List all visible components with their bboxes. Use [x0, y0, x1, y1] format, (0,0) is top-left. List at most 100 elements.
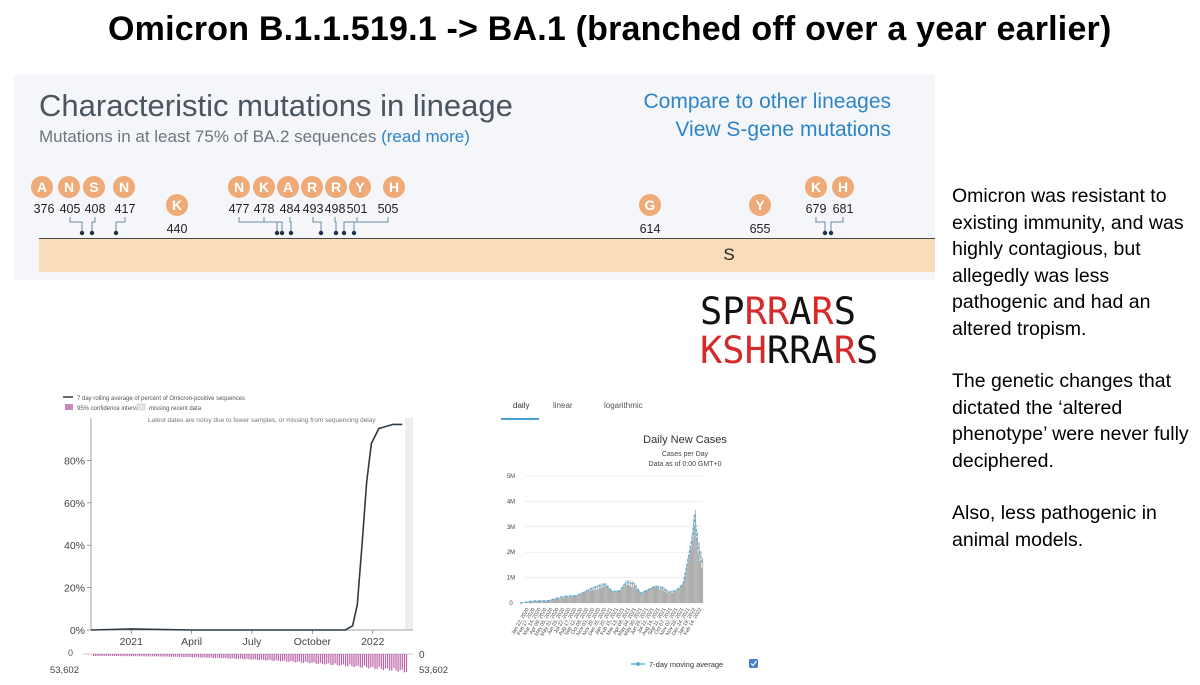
case-bar — [664, 591, 666, 603]
case-bar — [553, 599, 554, 603]
case-bar — [659, 588, 660, 603]
count-bar — [393, 654, 395, 668]
count-bar — [151, 654, 153, 657]
mutation-badge-circle — [832, 176, 854, 198]
count-bar — [103, 654, 105, 656]
case-bar — [671, 592, 673, 603]
count-bar — [338, 654, 340, 666]
count-bar — [214, 654, 216, 659]
aa-letter: S — [700, 290, 723, 333]
legend-checkbox[interactable] — [749, 659, 758, 668]
aa-letter: R — [811, 290, 834, 333]
case-bar — [544, 600, 546, 603]
case-bar — [684, 576, 686, 603]
mutation-position: 498 — [325, 202, 346, 216]
case-bar — [630, 580, 632, 603]
case-bar — [653, 587, 655, 603]
mutation-position: 440 — [167, 222, 188, 236]
mutation-badge: R 493 — [301, 176, 323, 236]
count-bar — [372, 654, 374, 667]
count-bar — [212, 654, 214, 658]
count-bar — [200, 654, 202, 658]
count-bar — [317, 654, 319, 664]
case-bar — [573, 596, 575, 603]
tab-logarithmic[interactable]: logarithmic — [604, 401, 643, 410]
aa-letter: S — [722, 329, 745, 372]
count-bar — [292, 654, 294, 662]
mutation-connector — [115, 217, 126, 232]
case-bar — [532, 601, 533, 603]
compare-lineages-link[interactable]: Compare to other lineages — [643, 90, 891, 113]
case-bar — [567, 595, 569, 603]
view-sgene-link[interactable]: View S-gene mutations — [675, 118, 891, 141]
mutation-aa: G — [645, 197, 656, 213]
count-bar — [227, 654, 229, 659]
mutation-dot — [79, 230, 85, 236]
tab-linear[interactable]: linear — [553, 401, 573, 410]
count-bar — [319, 654, 321, 663]
lineage-mutations-panel: Characteristic mutations in lineage Muta… — [14, 75, 935, 280]
y-tick-label: 3M — [507, 525, 515, 531]
count-bar — [149, 654, 151, 657]
count-bar — [391, 654, 393, 671]
mutation-dot — [274, 230, 280, 236]
case-bar — [661, 586, 663, 603]
case-bar — [701, 568, 703, 603]
count-bar — [170, 654, 172, 657]
count-bar — [185, 654, 187, 658]
count-bar — [265, 654, 267, 661]
count-bar — [240, 654, 242, 659]
mutation-badge-circle — [325, 176, 347, 198]
mutation-badge-circle — [253, 176, 275, 198]
count-bar — [130, 654, 132, 657]
case-bar — [540, 600, 542, 603]
count-bar — [172, 654, 174, 657]
case-bar — [702, 557, 704, 603]
count-bar — [345, 654, 347, 667]
count-bar — [168, 654, 170, 657]
aa-letter: K — [700, 329, 723, 372]
count-bar — [307, 654, 309, 663]
case-bar — [683, 581, 685, 603]
mutation-badge-circle — [301, 176, 323, 198]
case-bar — [529, 601, 531, 603]
tab-daily[interactable]: daily — [513, 401, 529, 410]
count-bar — [235, 654, 237, 659]
count-bar — [351, 654, 353, 667]
mutation-badge-circle — [383, 176, 405, 198]
mutation-aa: H — [389, 179, 399, 195]
case-bar — [565, 595, 567, 603]
mutation-connector — [91, 217, 96, 232]
count-bar — [246, 654, 248, 659]
chart-note: Latest dates are noisy due to fewer samp… — [148, 417, 376, 424]
case-bar — [598, 584, 600, 603]
case-bar — [568, 596, 569, 603]
case-bar — [616, 590, 617, 603]
count-bar — [277, 654, 279, 661]
count-bar — [366, 654, 368, 668]
count-bar — [160, 654, 162, 657]
count-bar — [332, 654, 334, 665]
case-bar — [560, 596, 561, 603]
y-tick-label: 4M — [507, 499, 515, 505]
mutation-dot — [341, 230, 347, 236]
case-bar — [593, 586, 595, 603]
case-bar — [697, 552, 699, 603]
mutation-badge-circle — [277, 176, 299, 198]
count-top-right: 0 — [419, 650, 425, 661]
count-bar — [380, 654, 382, 669]
x-tick-label: 2021 — [120, 636, 144, 648]
count-bar — [313, 654, 315, 663]
mutation-badge-circle — [31, 176, 53, 198]
slide-title: Omicron B.1.1.519.1 -> BA.1 (branched of… — [108, 10, 1112, 48]
count-bottom-left: 53,602 — [50, 665, 79, 676]
case-bar — [657, 588, 659, 603]
mutation-badge: S 408 — [83, 176, 105, 236]
count-bar — [275, 654, 277, 661]
read-more-link[interactable]: (read more) — [381, 127, 470, 146]
case-bar — [552, 599, 553, 603]
count-bar — [378, 654, 380, 667]
case-bar — [637, 587, 639, 603]
y-tick-label: 40% — [64, 540, 85, 552]
case-bar — [631, 586, 632, 603]
